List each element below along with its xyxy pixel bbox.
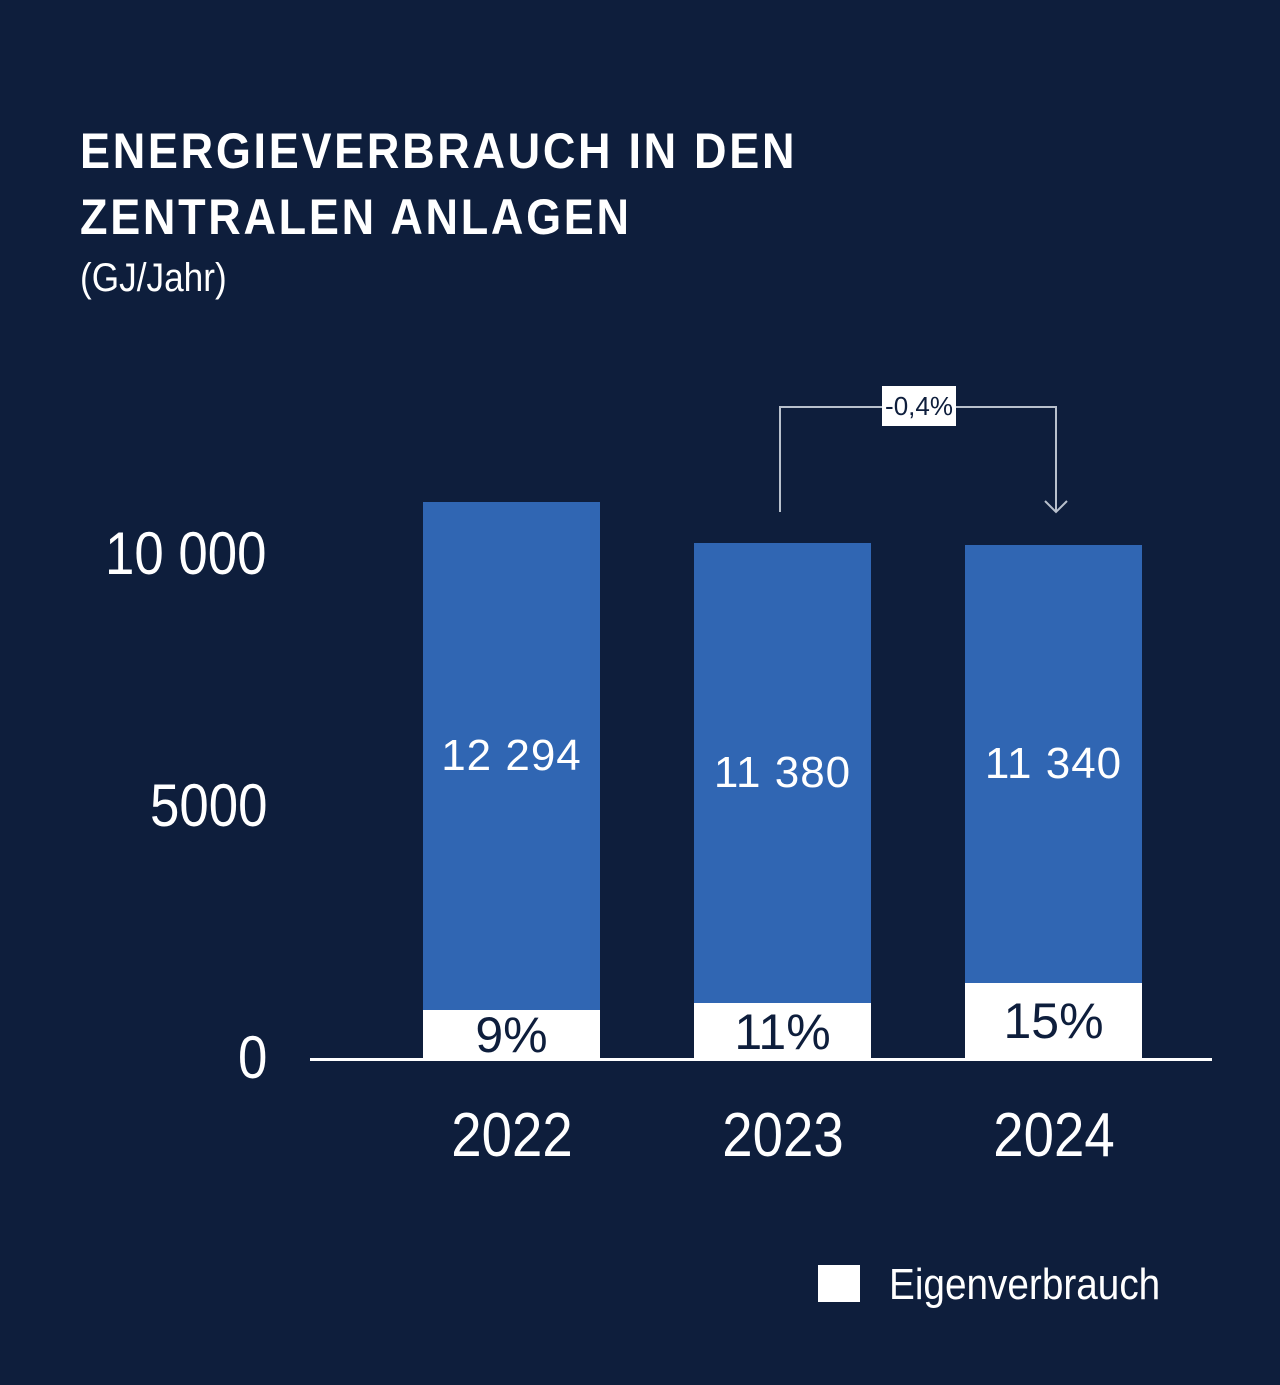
- bar-eigenverbrauch-2022: [423, 1009, 600, 1060]
- legend-label-eigenverbrauch: Eigenverbrauch: [889, 1260, 1161, 1309]
- y-tick-label: 0: [237, 1024, 267, 1091]
- bar-total-2023: [694, 543, 871, 1004]
- value-label: 11 340: [984, 739, 1123, 789]
- bar-total-2022: [423, 502, 600, 1010]
- bar-total-2024: [965, 545, 1142, 983]
- value-label: 11 380: [713, 748, 852, 798]
- x-axis-line: [310, 1058, 1212, 1061]
- percent-label: 9%: [475, 1006, 548, 1063]
- x-tick-label: 2023: [721, 1101, 844, 1170]
- percent-label: 11%: [734, 1003, 831, 1060]
- percent-label: 15%: [1003, 993, 1104, 1050]
- chart-title: ENERGIEVERBRAUCH IN DEN ZENTRALEN ANLAGE…: [80, 118, 797, 250]
- title-line-2: ZENTRALEN ANLAGEN: [80, 189, 632, 245]
- bar-eigenverbrauch-2023: [694, 1003, 871, 1060]
- legend-swatch-eigenverbrauch: [818, 1265, 860, 1302]
- x-tick-label: 2022: [450, 1101, 573, 1170]
- value-label: 12 294: [441, 730, 582, 780]
- y-tick-label: 10 000: [105, 520, 267, 587]
- x-tick-label: 2024: [992, 1101, 1115, 1170]
- title-line-1: ENERGIEVERBRAUCH IN DEN: [80, 123, 798, 179]
- bar-eigenverbrauch-2024: [965, 982, 1142, 1060]
- unit-label: (GJ/Jahr): [80, 256, 227, 300]
- change-annotation-label: -0,4%: [882, 386, 956, 426]
- y-tick-label: 5000: [149, 772, 267, 839]
